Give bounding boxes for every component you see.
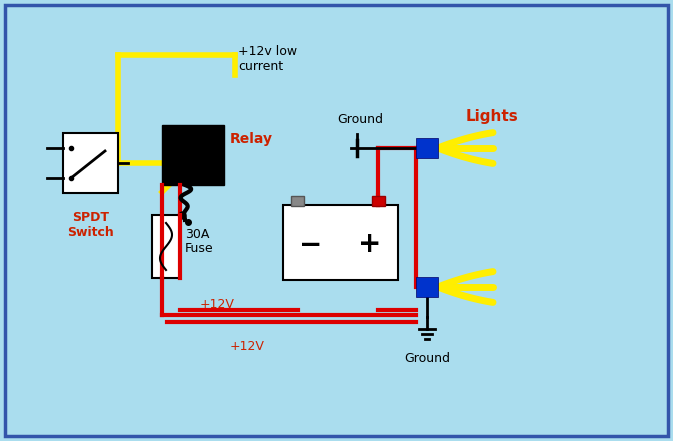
Text: Ground: Ground (337, 113, 383, 126)
Bar (416, 138, 438, 158)
Text: Ground: Ground (404, 352, 450, 365)
Text: +12V: +12V (200, 298, 235, 311)
Bar (162, 125, 224, 185)
Text: 30A
Fuse: 30A Fuse (185, 228, 213, 255)
Text: SPDT
Switch: SPDT Switch (67, 211, 114, 239)
Bar (283, 205, 398, 280)
Text: Lights: Lights (466, 108, 519, 123)
Text: −: − (299, 231, 322, 258)
Bar (152, 215, 180, 278)
Text: +12v low
current: +12v low current (238, 45, 297, 73)
Text: +12V: +12V (230, 340, 265, 353)
Bar (416, 277, 438, 297)
Bar (63, 133, 118, 193)
Bar (291, 196, 304, 206)
Text: +: + (358, 231, 382, 258)
Bar (372, 196, 385, 206)
Text: Relay: Relay (230, 132, 273, 146)
